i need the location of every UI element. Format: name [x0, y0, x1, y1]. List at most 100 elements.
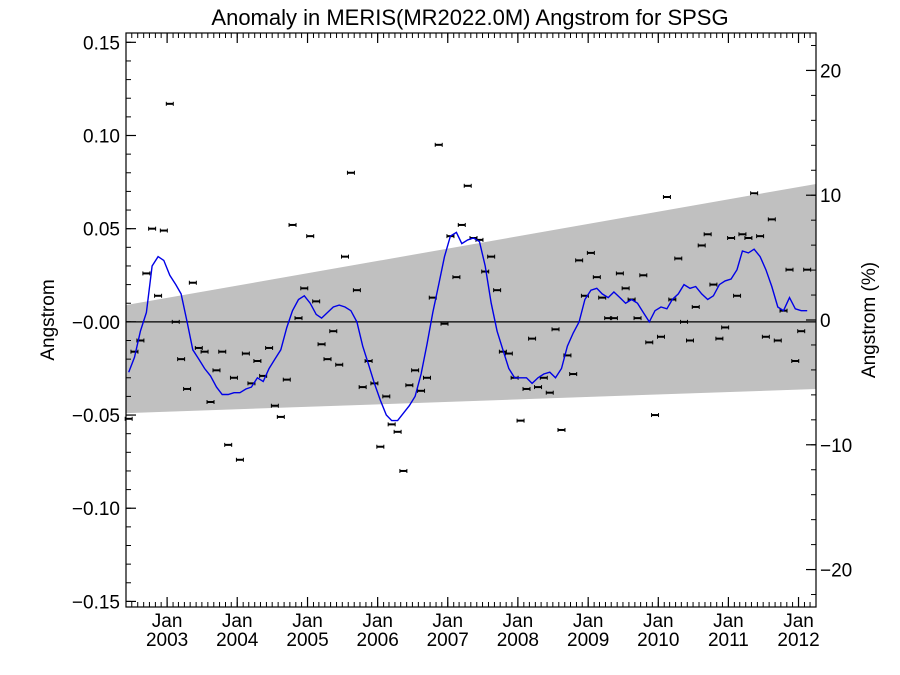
data-point	[294, 316, 303, 321]
data-point	[761, 334, 770, 339]
data-point	[534, 385, 543, 390]
data-point	[265, 345, 274, 350]
x-tick-year: 2009	[567, 630, 609, 651]
data-point	[235, 457, 244, 462]
y-tick-label: −0.10	[72, 499, 120, 520]
plot-area	[124, 101, 816, 473]
data-point	[440, 321, 449, 326]
data-point	[504, 351, 513, 356]
data-point	[212, 368, 221, 373]
chart-title: Anomaly in MERIS(MR2022.0M) Angstrom for…	[211, 5, 728, 30]
data-point	[165, 101, 174, 106]
data-point	[329, 329, 338, 334]
data-point	[335, 362, 344, 367]
data-point	[270, 403, 279, 408]
data-point	[750, 191, 759, 196]
x-tick-year: 2003	[146, 630, 188, 651]
data-point	[744, 236, 753, 240]
data-point	[709, 282, 718, 287]
data-point	[405, 383, 414, 388]
y-tick-label: 0.15	[83, 33, 120, 54]
data-point	[493, 288, 502, 293]
data-point	[615, 271, 624, 276]
x-tick-month: Jan	[222, 611, 253, 632]
data-point	[639, 273, 648, 278]
data-point	[662, 195, 671, 199]
data-point	[691, 304, 700, 309]
data-point	[680, 319, 689, 324]
data-point	[142, 271, 151, 276]
data-point	[727, 236, 736, 240]
data-point	[253, 359, 262, 363]
data-point	[340, 254, 349, 259]
data-point	[218, 349, 227, 354]
data-point	[282, 377, 291, 382]
anomaly-points	[124, 101, 812, 473]
y-tick-label: −0.00	[72, 313, 120, 334]
data-point	[592, 275, 601, 280]
data-point	[803, 267, 812, 272]
y-axis-label: Angstrom	[38, 279, 59, 360]
data-point	[188, 280, 197, 285]
data-point	[393, 429, 402, 434]
x-tick-month: Jan	[503, 611, 534, 632]
data-point	[159, 228, 168, 233]
data-point	[609, 316, 618, 321]
data-point	[721, 325, 730, 330]
y-right-tick-label: 10	[820, 186, 841, 207]
y-right-tick-label: −20	[820, 561, 852, 582]
data-point	[171, 319, 180, 324]
x-tick-month: Jan	[362, 611, 393, 632]
y-tick-label: −0.05	[72, 406, 120, 427]
data-point	[645, 340, 654, 345]
data-point	[276, 414, 285, 419]
data-point	[399, 468, 408, 473]
data-point	[791, 359, 800, 363]
data-point	[434, 142, 443, 147]
data-point	[797, 329, 806, 334]
data-point	[551, 327, 560, 332]
x-tick-year: 2008	[497, 630, 539, 651]
x-tick-year: 2006	[357, 630, 399, 651]
data-point	[633, 316, 642, 321]
data-point	[621, 286, 630, 291]
data-point	[154, 293, 163, 298]
data-point	[358, 385, 367, 390]
data-point	[206, 400, 215, 404]
data-point	[703, 232, 712, 237]
x-axis: Jan2003Jan2004Jan2005Jan2006Jan2007Jan20…	[125, 33, 820, 651]
y-tick-label: −0.15	[72, 592, 120, 613]
data-point	[387, 422, 396, 427]
data-point	[346, 170, 355, 175]
data-point	[516, 418, 525, 423]
data-point	[382, 394, 391, 399]
x-tick-year: 2010	[637, 630, 679, 651]
data-point	[241, 351, 250, 356]
data-point	[685, 338, 694, 343]
data-point	[194, 345, 203, 350]
data-point	[323, 357, 332, 362]
data-point	[376, 444, 385, 449]
data-point	[312, 299, 321, 304]
data-point	[463, 183, 472, 188]
y-tick-label: 0.10	[83, 127, 120, 148]
data-point	[352, 288, 361, 293]
x-tick-year: 2005	[286, 630, 328, 651]
data-point	[148, 226, 157, 231]
x-tick-year: 2004	[216, 630, 259, 651]
x-tick-month: Jan	[292, 611, 323, 632]
data-point	[767, 217, 776, 222]
x-tick-year: 2007	[427, 630, 469, 651]
data-point	[733, 293, 742, 298]
x-tick-month: Jan	[152, 611, 183, 632]
data-point	[545, 390, 554, 395]
x-tick-month: Jan	[783, 611, 814, 632]
data-point	[522, 386, 531, 391]
y-right-tick-label: 20	[820, 61, 841, 82]
data-point	[364, 359, 373, 363]
data-point	[697, 243, 706, 248]
x-tick-year: 2012	[777, 630, 819, 651]
data-point	[715, 336, 724, 341]
data-point	[487, 254, 496, 259]
y-right-tick-label: 0	[820, 311, 831, 332]
